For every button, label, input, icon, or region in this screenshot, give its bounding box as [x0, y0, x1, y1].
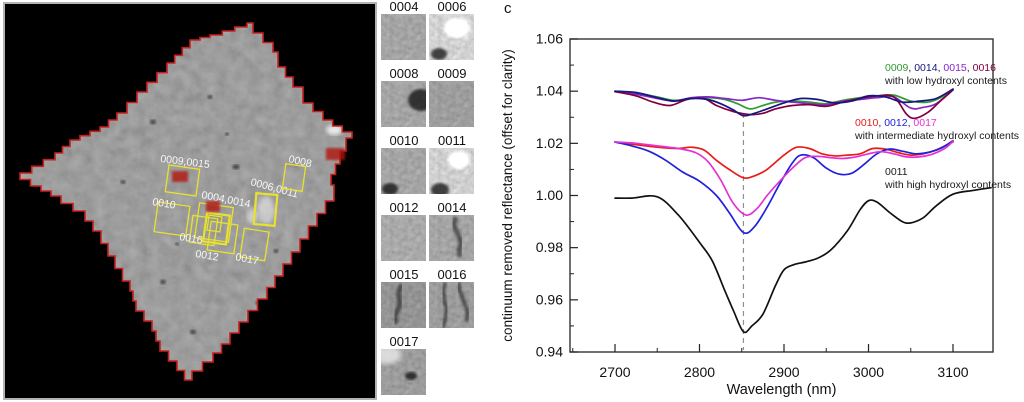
thumbnail-label: 0004: [381, 0, 427, 14]
thumbnail-cell: 0008: [381, 67, 427, 127]
spectra-chart-panel: c 2700 2800 2900 3000 3100 0.94 0.96 0.98 1.00 1.…: [495, 0, 1024, 402]
y-tick-label: 0.96: [536, 291, 563, 307]
y-tick-label: 1.02: [536, 135, 563, 151]
thumbnail-image: [429, 148, 474, 194]
annotation-series-id: 0016: [973, 62, 996, 74]
thumbnail-cell: 0011: [429, 134, 475, 194]
annotation-description: with intermediate hydroxyl contents: [855, 130, 1019, 143]
x-tick-label: 2700: [599, 364, 630, 380]
thumbnail-label: 0008: [381, 67, 427, 81]
x-tick-label: 3000: [853, 364, 884, 380]
red-annotation-marker: [172, 171, 188, 182]
thumbnail-image: [429, 81, 474, 127]
thumbnail-image: [381, 215, 426, 261]
y-tick-label: 1.04: [536, 83, 563, 99]
thumbnail-image: [381, 282, 426, 328]
annotation-series-id: 0010: [855, 117, 878, 129]
thumbnail-image: [381, 14, 426, 60]
spectra-chart: 2700 2800 2900 3000 3100 0.94 0.96 0.98 1.00 1.02…: [495, 0, 1024, 402]
thumbnail-label: 0014: [429, 201, 475, 215]
mosaic-image: 0009,00150010 0004,001400160012 00170006,0…: [5, 4, 375, 398]
thumbnail-grid: 0004 0006 0008 0009 0010 0011 0012 0014 0015 0016…: [379, 0, 496, 402]
x-tick-label: 2900: [768, 364, 799, 380]
spectrum-curve-0016: [615, 90, 953, 118]
thumbnail-label: 0017: [381, 335, 427, 349]
annotation-series-id: 0014: [914, 62, 937, 74]
curve-group-annotation: 0011 with high hydroxyl contents: [885, 166, 1011, 191]
annotation-series-id: 0009: [885, 62, 908, 74]
thumbnail-cell: 0014: [429, 201, 475, 261]
annotation-description: with low hydroxyl contents: [885, 75, 1007, 88]
thumbnail-image: [429, 215, 474, 261]
annotation-series-ids: 0009, 0014, 0015, 0016: [885, 62, 1007, 75]
curve-group-annotation: 0010, 0012, 0017 with intermediate hydrox…: [855, 117, 1019, 142]
x-tick-label: 3100: [937, 364, 968, 380]
thumbnail-image: [429, 282, 474, 328]
thumbnail-cell: 0009: [429, 67, 475, 127]
red-annotation-marker: [326, 148, 345, 160]
thumbnail-cell: 0006: [429, 0, 475, 60]
spectrum-curve-0011: [615, 188, 991, 333]
thumbnail-label: 0010: [381, 134, 427, 148]
thumbnail-label: 0015: [381, 268, 427, 282]
y-tick-label: 1.06: [536, 31, 563, 47]
thumbnail-image: [381, 349, 426, 395]
figure-root: 0009,0015 0010 0004,0014 0016 0012 0017 0006,0…: [0, 0, 1024, 402]
annotation-series-id: 0012: [884, 117, 907, 129]
annotation-series-id: 0011: [885, 166, 908, 178]
thumbnail-cell: 0017: [381, 335, 427, 395]
red-annotation-marker: [206, 201, 220, 212]
y-tick-label: 0.98: [536, 239, 563, 255]
mosaic-panel: 0009,0015 0010 0004,0014 0016 0012 0017 0006,0…: [3, 2, 377, 400]
x-tick-label: 2800: [684, 364, 715, 380]
annotation-description: with high hydroxyl contents: [885, 179, 1011, 192]
thumbnail-image: [429, 14, 474, 60]
thumbnail-label: 0012: [381, 201, 427, 215]
annotation-series-ids: 0010, 0012, 0017: [855, 117, 1019, 130]
thumbnail-label: 0011: [429, 134, 475, 148]
curve-group-annotation: 0009, 0014, 0015, 0016 with low hydroxyl …: [885, 62, 1007, 87]
thumbnail-cell: 0010: [381, 134, 427, 194]
spectrum-curve-0014: [615, 89, 953, 116]
annotation-series-id: 0015: [943, 62, 966, 74]
x-axis-title: Wavelength (nm): [727, 382, 837, 398]
thumbnail-cell: 0016: [429, 268, 475, 328]
y-axis-title: continuum removed reflectance (offset fo…: [500, 49, 515, 341]
thumbnail-image: [381, 81, 426, 127]
panel-label-c: c: [504, 0, 512, 17]
thumbnail-cell: 0012: [381, 201, 427, 261]
annotation-series-id: 0017: [913, 117, 936, 129]
thumbnail-label: 0009: [429, 67, 475, 81]
annotation-series-ids: 0011: [885, 166, 1011, 179]
thumbnail-cell: 0004: [381, 0, 427, 60]
thumbnail-label: 0016: [429, 268, 475, 282]
y-tick-label: 0.94: [536, 344, 563, 360]
thumbnail-image: [381, 148, 426, 194]
thumbnail-label: 0006: [429, 0, 475, 14]
thumbnail-cell: 0015: [381, 268, 427, 328]
y-tick-label: 1.00: [536, 187, 563, 203]
